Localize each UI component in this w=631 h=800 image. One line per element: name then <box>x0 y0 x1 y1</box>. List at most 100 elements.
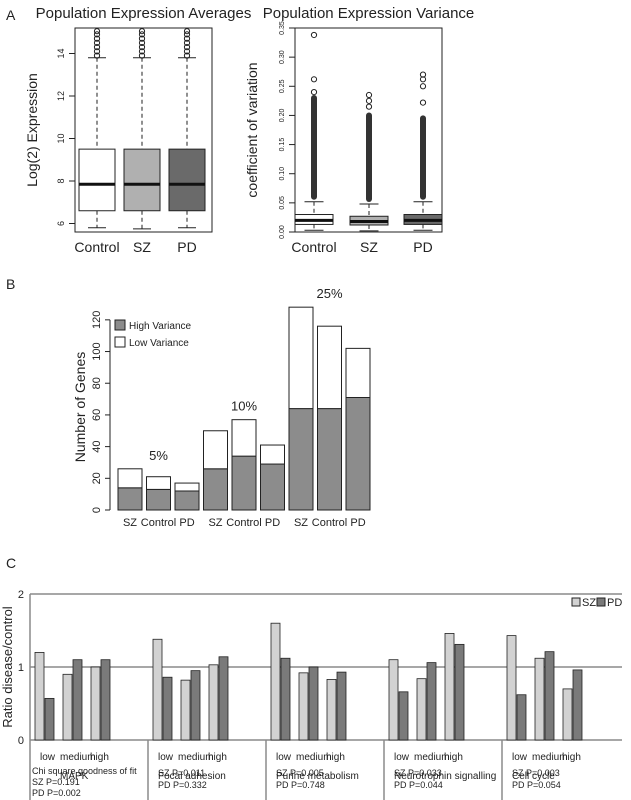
bar-legend-swatch <box>114 336 126 348</box>
bar-high-variance <box>288 408 314 511</box>
bar-high-variance <box>260 463 285 511</box>
bar-high-variance <box>231 455 257 511</box>
ratio-bar-pd <box>218 656 229 741</box>
var-title: Population Expression Variance <box>263 5 475 22</box>
ratio-bar-sz <box>152 638 163 741</box>
ratio-y-tick-label: 1 <box>18 662 24 674</box>
avg-outlier-point <box>138 44 146 51</box>
ratio-level-label: medium <box>532 752 568 763</box>
panel-letter-c: C <box>6 555 16 571</box>
avg-outlier-point <box>138 52 146 59</box>
ratio-level-label: high <box>326 752 345 763</box>
avg-box <box>168 148 206 212</box>
ratio-group-name: Purine metabolism <box>276 771 359 782</box>
bar-legend-label: High Variance <box>129 321 192 332</box>
bar-high-variance <box>345 396 371 511</box>
ratio-group-note: PD P=0.044 <box>394 780 443 790</box>
ratio-level-label: low <box>276 752 292 763</box>
var-outlier-band <box>420 115 426 200</box>
ratio-bar-sz <box>34 652 45 741</box>
bar-y-tick-label: 120 <box>91 311 103 329</box>
bar-group-label: 10% <box>231 399 257 414</box>
ratio-level-label: medium <box>414 752 450 763</box>
var-outlier-point <box>419 83 427 90</box>
ratio-bar-pd <box>44 697 55 741</box>
ratio-bar-sz <box>388 659 399 741</box>
var-y-tick-label: 0.30 <box>279 50 286 64</box>
ratio-bar-sz <box>180 679 191 741</box>
ratio-level-label: low <box>394 752 410 763</box>
var-outlier-point <box>419 99 427 106</box>
avg-outlier-point <box>183 31 191 38</box>
var-x-tick-label: Control <box>291 239 336 255</box>
var-y-tick-label: 0.05 <box>279 196 286 210</box>
avg-y-tick-label: 14 <box>56 48 66 58</box>
ratio-bar-pd <box>280 657 291 741</box>
avg-outlier-point <box>138 35 146 42</box>
ratio-bar-sz <box>90 666 101 741</box>
ratio-y-tick-label: 0 <box>18 735 24 747</box>
bar-low-variance <box>288 306 314 410</box>
var-y-tick-label: 0.35 <box>279 21 286 35</box>
var-outlier-band <box>311 95 317 200</box>
avg-outlier-point <box>93 28 101 35</box>
var-plot-frame <box>294 27 443 233</box>
avg-outlier-point <box>93 44 101 51</box>
bar-y-tick-label: 60 <box>91 409 103 421</box>
ratio-bar-pd <box>426 662 437 741</box>
ratio-level-label: high <box>562 752 581 763</box>
bar-x-tick-label: Control <box>312 517 347 529</box>
bar-x-tick-label: Control <box>226 517 261 529</box>
avg-box <box>123 148 161 212</box>
var-y-label: coefficient of variation <box>244 62 260 197</box>
bar-x-tick-label: PD <box>350 517 365 529</box>
ratio-level-label: low <box>40 752 56 763</box>
avg-outlier-point <box>93 31 101 38</box>
var-outlier-point <box>310 76 318 83</box>
bar-y-tick-label: 80 <box>91 377 103 389</box>
var-x-tick-label: SZ <box>360 239 378 255</box>
var-outlier-point <box>365 91 373 99</box>
ratio-bar-sz <box>298 672 309 741</box>
avg-box <box>78 148 116 212</box>
bar-legend-swatch <box>114 319 126 331</box>
ratio-legend-label: PD <box>607 597 622 609</box>
avg-x-tick-label: SZ <box>133 239 151 255</box>
ratio-level-label: medium <box>60 752 96 763</box>
var-outlier-point <box>310 89 318 96</box>
ratio-bar-pd <box>72 659 83 741</box>
ratio-level-label: low <box>158 752 174 763</box>
ratio-bar-sz <box>506 635 517 741</box>
var-outlier-point <box>365 103 373 110</box>
bar-high-variance <box>174 490 200 511</box>
avg-outlier-point <box>183 52 191 59</box>
ratio-group-name: MAPK <box>60 771 89 782</box>
ratio-level-label: medium <box>178 752 214 763</box>
avg-outlier-point <box>138 28 146 35</box>
bar-low-variance <box>203 430 228 470</box>
var-outlier-band <box>366 112 372 203</box>
bar-y-label: Number of Genes <box>72 352 88 463</box>
avg-y-tick-label: 12 <box>56 91 66 101</box>
avg-y-label: Log(2) Expression <box>24 73 40 187</box>
ratio-group-note: SZ P=0.011 <box>158 768 205 778</box>
bar-high-variance <box>317 408 342 511</box>
bar-x-tick-label: SZ <box>294 517 308 529</box>
panel-letter-a: A <box>6 7 16 23</box>
ratio-bar-sz <box>562 688 573 741</box>
ratio-bar-pd <box>308 666 319 741</box>
ratio-group-note: PD P=0.002 <box>32 788 81 798</box>
ratio-level-label: high <box>90 752 109 763</box>
ratio-group-note: SZ P=0.191 <box>32 777 80 787</box>
avg-outlier-point <box>183 48 191 55</box>
bar-x-tick-label: Control <box>141 517 176 529</box>
bar-legend-label: Low Variance <box>129 338 189 349</box>
avg-outlier-point <box>183 39 191 46</box>
avg-plot-frame <box>74 27 213 233</box>
avg-y-tick-label: 8 <box>56 178 66 183</box>
bar-high-variance <box>117 487 143 511</box>
bar-y-tick-label: 0 <box>91 507 103 513</box>
ratio-bar-pd <box>398 691 409 741</box>
ratio-group-name: Focal adhesion <box>158 771 226 782</box>
